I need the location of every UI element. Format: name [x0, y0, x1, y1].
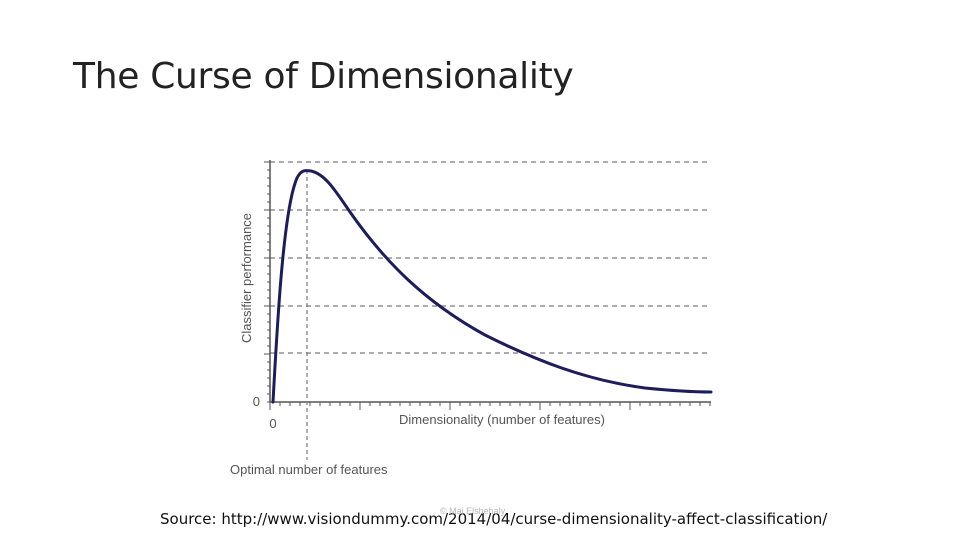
- x-ticks: [269, 402, 711, 410]
- y-axis-label: Classifier performance: [239, 213, 254, 343]
- performance-diagram: 0 0 Dimensionality (number of features) …: [225, 150, 725, 485]
- slide-title: The Curse of Dimensionality: [73, 56, 574, 97]
- performance-curve: [271, 169, 713, 404]
- y-ticks: [264, 161, 270, 403]
- x-axis-label: Dimensionality (number of features): [399, 412, 605, 427]
- origin-y-label: 0: [253, 394, 260, 409]
- gridlines: [270, 161, 711, 354]
- watermark: © Mai Elshehaly: [440, 506, 506, 516]
- origin-x-label: 0: [269, 416, 276, 431]
- optimal-features-annotation: Optimal number of features: [230, 462, 388, 477]
- source-citation: Source: http://www.visiondummy.com/2014/…: [160, 510, 828, 528]
- diagram-svg: 0 0 Dimensionality (number of features) …: [230, 160, 713, 477]
